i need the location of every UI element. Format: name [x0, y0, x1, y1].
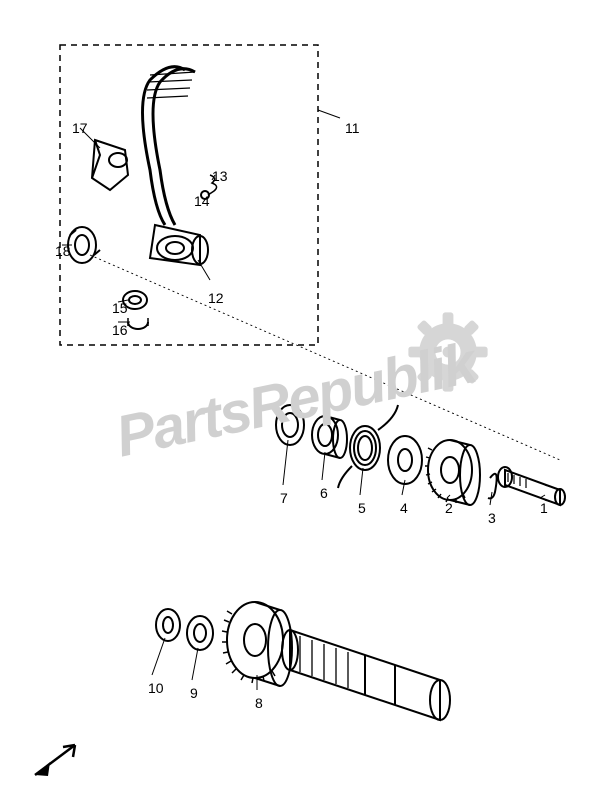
callout-6: 6: [320, 485, 328, 501]
callout-16: 16: [112, 322, 128, 338]
callout-15: 15: [112, 300, 128, 316]
callout-11: 11: [345, 120, 360, 136]
callout-1: 1: [540, 500, 548, 516]
callout-9: 9: [190, 685, 198, 701]
callout-8: 8: [255, 695, 263, 711]
parts-diagram: [0, 0, 589, 800]
callout-2: 2: [445, 500, 453, 516]
callout-14: 14: [194, 193, 210, 209]
callout-10: 10: [148, 680, 164, 696]
callout-3: 3: [488, 510, 496, 526]
callout-13: 13: [212, 168, 228, 184]
callout-17: 17: [72, 120, 88, 136]
callout-5: 5: [358, 500, 366, 516]
callout-7: 7: [280, 490, 288, 506]
callout-18: 18: [55, 243, 71, 259]
callout-12: 12: [208, 290, 224, 306]
callout-4: 4: [400, 500, 408, 516]
diagram-container: PartsRepublik: [0, 0, 589, 800]
